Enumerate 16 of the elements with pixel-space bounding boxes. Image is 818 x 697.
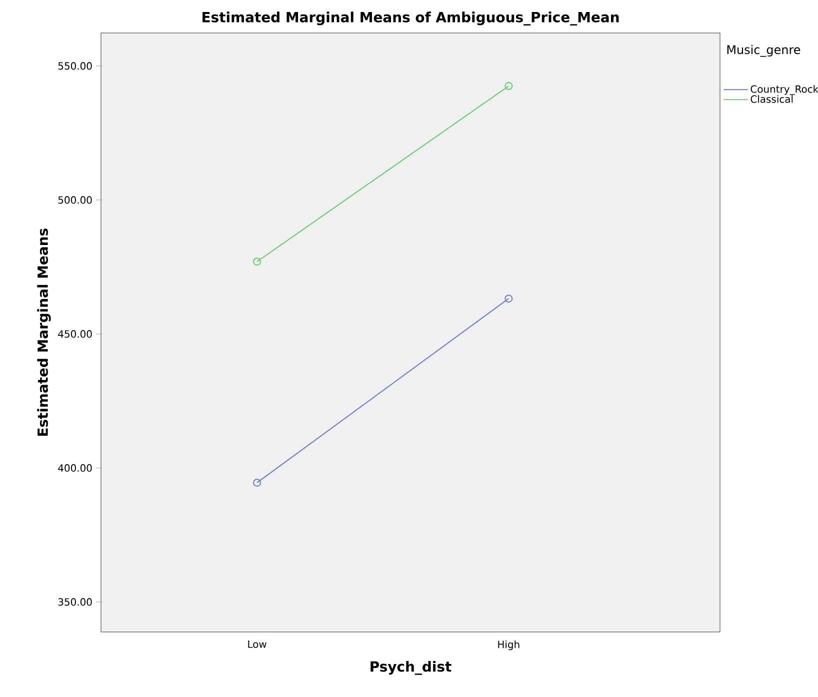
- y-tick-label: 450.00: [58, 330, 92, 338]
- point: [253, 258, 262, 266]
- chart-title: Estimated Marginal Means of Ambiguous_Price_Mean: [202, 12, 619, 26]
- y-axis-title: Estimated Marginal Means: [37, 228, 51, 436]
- x-tick-label: High: [498, 640, 520, 650]
- legend-title: Music_genre: [727, 44, 800, 57]
- point: [253, 478, 262, 487]
- x-tick-label: Low: [248, 640, 266, 648]
- y-tick-label: 550.00: [58, 62, 92, 70]
- legend-label: Classical: [750, 95, 793, 103]
- y-tick-label: 400.00: [58, 464, 92, 472]
- point: [504, 82, 513, 90]
- y-tick-label: 500.00: [58, 196, 92, 204]
- point: [504, 294, 513, 303]
- x-axis-title: Psych_dist: [370, 660, 452, 675]
- y-tick-label: 350.00: [58, 598, 92, 606]
